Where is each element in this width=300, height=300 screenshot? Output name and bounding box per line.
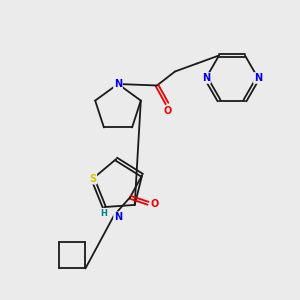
Text: N: N (202, 73, 210, 83)
Text: N: N (114, 212, 122, 222)
Text: O: O (151, 199, 159, 209)
Text: S: S (89, 174, 96, 184)
Text: H: H (101, 209, 107, 218)
Text: O: O (164, 106, 172, 116)
Text: N: N (114, 79, 122, 89)
Text: N: N (254, 73, 262, 83)
